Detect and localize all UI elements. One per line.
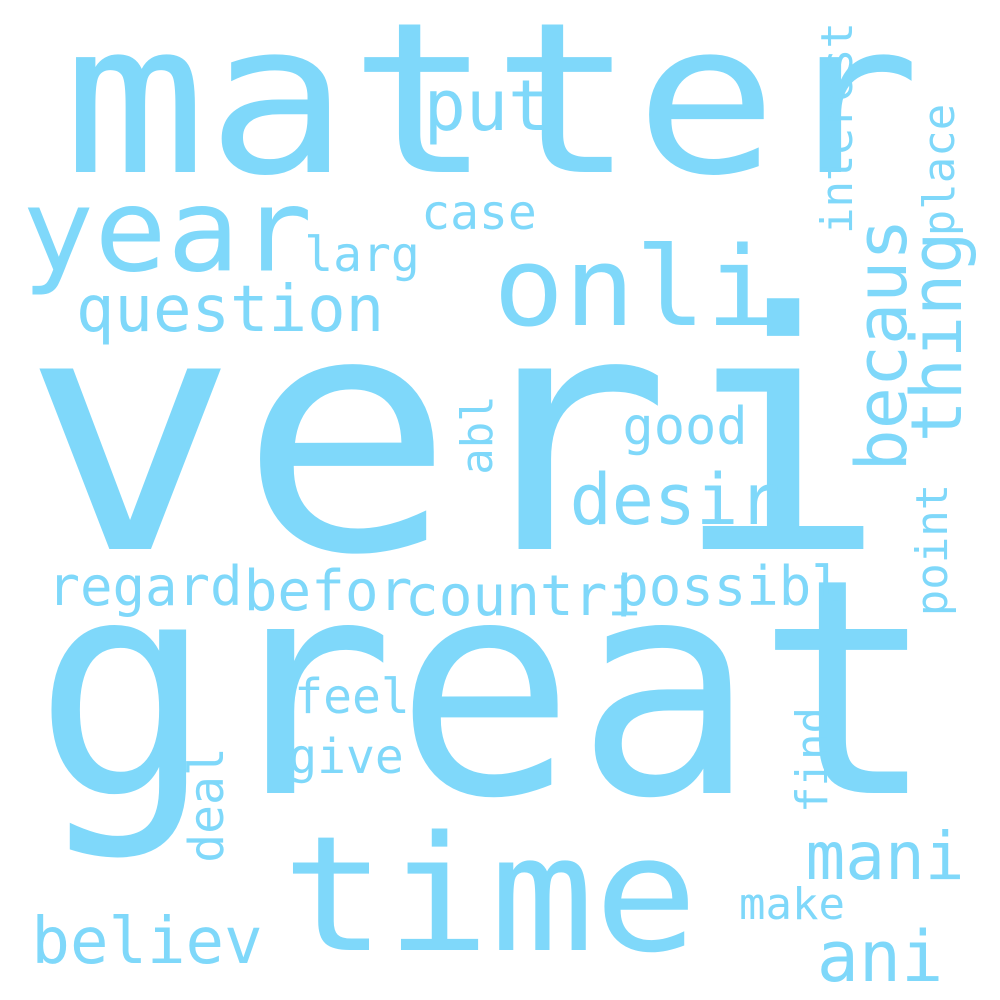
word-interest: interest: [812, 22, 863, 234]
word-countri: countri: [404, 564, 642, 629]
word-good: good: [622, 397, 748, 457]
word-great: great: [33, 515, 937, 864]
word-case: case: [421, 185, 537, 241]
word-ani: ani: [816, 916, 944, 998]
word-onli: onli: [493, 223, 777, 351]
word-find: find: [787, 707, 838, 813]
word-give: give: [288, 729, 404, 785]
word-regard: regard: [47, 555, 243, 618]
word-point: point: [907, 483, 958, 617]
word-abl: abl: [452, 395, 503, 475]
word-believ: believ: [31, 905, 263, 979]
word-becaus: becaus: [841, 218, 923, 472]
word-larg: larg: [304, 227, 420, 283]
word-question: question: [75, 273, 385, 347]
word-matter: matter: [63, 0, 921, 222]
word-time: time: [281, 801, 699, 988]
word-desir: desir: [569, 459, 781, 541]
word-mani: mani: [805, 818, 965, 895]
word-possibl: possibl: [616, 555, 844, 618]
word-place: place: [914, 103, 965, 237]
word-put: put: [423, 65, 551, 147]
word-deal: deal: [179, 747, 235, 863]
word-year: year: [21, 164, 313, 299]
word-make: make: [739, 879, 845, 930]
word-feel: feel: [294, 669, 410, 725]
word-veri: veri: [21, 243, 889, 627]
word-befor: befor: [243, 559, 413, 624]
